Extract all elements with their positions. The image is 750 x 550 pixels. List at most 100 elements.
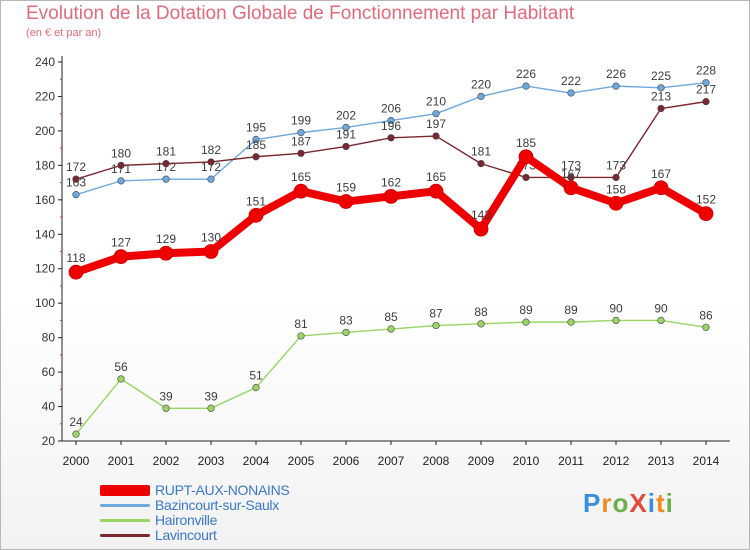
data-point-lavincourt-2004: [252, 153, 260, 161]
x-tick-label-2004: 2004: [243, 454, 270, 468]
y-tick-label-200: 200: [35, 124, 55, 138]
data-label-lavincourt-2009: 181: [471, 145, 491, 159]
data-label-rupt-aux-nonains-2004: 151: [246, 194, 266, 208]
data-point-haironville-2003: [207, 404, 215, 412]
data-label-rupt-aux-nonains-2011: 167: [561, 167, 581, 181]
data-point-haironville-2009: [477, 320, 485, 328]
data-label-haironville-2011: 89: [564, 303, 578, 317]
y-tick-label-120: 120: [35, 262, 55, 276]
data-label-lavincourt-2013: 213: [651, 90, 671, 104]
legend-label-rupt-aux-nonains: RUPT-AUX-NONAINS: [155, 482, 290, 498]
data-label-lavincourt-2014: 217: [696, 83, 716, 97]
data-point-bazincourt-sur-saulx-2010: [522, 82, 530, 90]
y-tick-label-80: 80: [42, 331, 56, 345]
data-point-haironville-2007: [387, 325, 395, 333]
data-label-lavincourt-2002: 181: [156, 145, 176, 159]
data-point-rupt-aux-nonains-2008: [428, 183, 444, 199]
data-point-bazincourt-sur-saulx-2009: [477, 92, 485, 101]
data-point-bazincourt-sur-saulx-2007: [387, 116, 395, 125]
data-label-haironville-2006: 83: [339, 313, 353, 327]
line-chart: 20 40 60 80 100 120 140 160 180 200 220 240 2000 2001…: [35, 55, 730, 468]
data-label-haironville-2001: 56: [114, 360, 128, 374]
y-tick-label-60: 60: [42, 365, 56, 379]
legend-swatch-lavincourt: [100, 534, 150, 537]
data-label-rupt-aux-nonains-2003: 130: [201, 231, 221, 245]
data-point-rupt-aux-nonains-2002: [158, 245, 174, 261]
y-tick-label-40: 40: [42, 400, 56, 414]
data-point-lavincourt-2013: [657, 104, 665, 113]
data-point-haironville-2011: [567, 318, 575, 326]
data-point-rupt-aux-nonains-2007: [383, 188, 399, 204]
legend-label-lavincourt: Lavincourt: [155, 527, 217, 543]
x-tick-label-2010: 2010: [513, 454, 540, 468]
data-label-bazincourt-sur-saulx-2013: 225: [651, 69, 671, 83]
data-label-rupt-aux-nonains-2002: 129: [156, 232, 176, 246]
data-label-rupt-aux-nonains-2012: 158: [606, 182, 626, 196]
chart-subtitle: (en € et par an): [26, 27, 102, 39]
data-label-rupt-aux-nonains-2014: 152: [696, 193, 716, 207]
data-label-lavincourt-2005: 187: [291, 134, 311, 148]
data-label-lavincourt-2008: 197: [426, 117, 446, 131]
data-label-lavincourt-2003: 182: [201, 143, 221, 157]
legend-swatch-haironville: [100, 519, 150, 522]
data-label-bazincourt-sur-saulx-2004: 195: [246, 121, 266, 135]
x-tick-label-2006: 2006: [333, 454, 360, 468]
data-label-rupt-aux-nonains-2007: 162: [381, 175, 401, 189]
x-tick-label-2009: 2009: [468, 454, 495, 468]
data-label-lavincourt-2012: 173: [606, 158, 626, 172]
y-tick-label-140: 140: [35, 227, 55, 241]
legend-swatch-bazincourt-sur-saulx: [100, 504, 150, 507]
data-point-bazincourt-sur-saulx-2008: [432, 110, 440, 118]
data-label-bazincourt-sur-saulx-2011: 222: [561, 74, 581, 88]
legend-label-haironville: Haironville: [155, 512, 218, 528]
data-label-haironville-2009: 88: [474, 305, 488, 319]
y-tick-label-240: 240: [35, 55, 55, 69]
data-label-haironville-2004: 51: [249, 369, 263, 383]
data-label-haironville-2007: 85: [384, 310, 398, 324]
data-label-bazincourt-sur-saulx-2006: 202: [336, 108, 356, 122]
data-point-haironville-2008: [432, 321, 440, 330]
x-tick-label-2011: 2011: [558, 454, 584, 468]
data-point-rupt-aux-nonains-2000: [68, 264, 84, 280]
data-point-rupt-aux-nonains-2004: [248, 207, 264, 223]
data-point-rupt-aux-nonains-2011: [563, 180, 579, 196]
data-label-bazincourt-sur-saulx-2005: 199: [291, 114, 311, 128]
data-label-bazincourt-sur-saulx-2014: 228: [696, 64, 716, 78]
data-label-lavincourt-2001: 180: [111, 146, 131, 160]
data-point-lavincourt-2005: [297, 149, 305, 157]
x-tick-label-2007: 2007: [378, 454, 405, 468]
data-point-rupt-aux-nonains-2009: [473, 221, 489, 237]
data-point-haironville-2012: [612, 316, 620, 325]
data-point-lavincourt-2010: [522, 173, 530, 182]
data-point-rupt-aux-nonains-2003: [203, 244, 219, 259]
data-label-haironville-2002: 39: [159, 389, 173, 403]
series-line-haironville: [75, 319, 707, 435]
data-point-bazincourt-sur-saulx-2001: [117, 177, 125, 185]
x-tick-label-2008: 2008: [423, 454, 450, 468]
y-tick-label-160: 160: [35, 193, 55, 207]
data-label-lavincourt-2004: 185: [246, 138, 266, 152]
x-tick-label-2003: 2003: [198, 454, 225, 468]
data-point-rupt-aux-nonains-2001: [113, 249, 129, 265]
data-point-rupt-aux-nonains-2005: [293, 183, 309, 199]
data-label-haironville-2003: 39: [204, 389, 218, 403]
data-label-haironville-2010: 89: [519, 303, 533, 317]
data-label-rupt-aux-nonains-2006: 159: [336, 181, 356, 195]
data-point-haironville-2001: [117, 375, 125, 383]
x-tick-label-2002: 2002: [153, 454, 180, 468]
data-label-bazincourt-sur-saulx-2010: 226: [516, 67, 536, 81]
data-point-haironville-2005: [297, 332, 305, 340]
data-label-haironville-2005: 81: [294, 317, 308, 331]
x-tick-label-2013: 2013: [648, 454, 675, 468]
data-point-haironville-2006: [342, 328, 350, 337]
data-point-bazincourt-sur-saulx-2012: [612, 82, 620, 90]
y-tick-label-180: 180: [35, 158, 55, 172]
data-label-lavincourt-2000: 172: [66, 160, 86, 174]
data-label-haironville-2012: 90: [609, 301, 623, 315]
data-label-lavincourt-2007: 196: [381, 119, 401, 133]
data-point-bazincourt-sur-saulx-2002: [162, 175, 170, 183]
x-tick-label-2014: 2014: [693, 454, 720, 468]
legend-swatch-rupt-aux-nonains: [100, 485, 150, 496]
data-label-rupt-aux-nonains-2001: 127: [111, 236, 131, 250]
